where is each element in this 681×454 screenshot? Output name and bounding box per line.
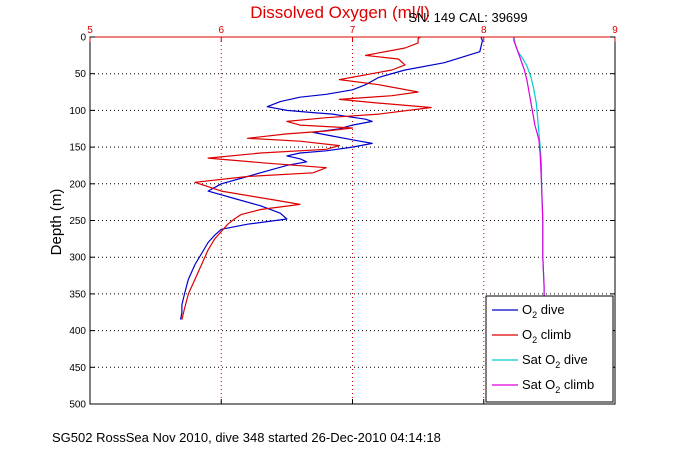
y-axis-label: Depth (m): [48, 189, 65, 256]
legend-box: [485, 295, 614, 403]
y-tick-label: 150: [69, 143, 86, 154]
y-tick-label: 350: [69, 289, 86, 300]
y-tick-label: 0: [80, 33, 86, 44]
chart-title: Dissolved Oxygen (ml/l): [250, 3, 430, 22]
legend-label: Sat O2 climb: [522, 377, 594, 395]
legend: O2 dive O2 climb Sat O2 dive Sat O2 climb: [485, 295, 614, 403]
y-tick-label: 100: [69, 106, 86, 117]
series-line-4: [513, 37, 546, 320]
x-ticks: 5 6 7 8 9: [87, 25, 618, 404]
y-tick-label: 200: [69, 179, 86, 190]
y-tick-label: 50: [75, 69, 87, 80]
x-tick-label: 5: [87, 25, 93, 36]
x-tick-label: 8: [481, 25, 487, 36]
y-tick-label: 450: [69, 363, 86, 374]
legend-label: O2 dive: [522, 302, 565, 320]
series-line-1: [180, 36, 483, 320]
x-tick-label: 7: [350, 25, 356, 36]
y-tick-label: 500: [69, 400, 86, 411]
y-tick-label: 400: [69, 326, 86, 337]
series-line-2: [181, 36, 432, 320]
x-tick-label: 6: [218, 25, 224, 36]
legend-label: Sat O2 dive: [522, 352, 588, 370]
legend-label: O2 climb: [522, 327, 571, 345]
y-tick-label: 300: [69, 253, 86, 264]
y-tick-label: 250: [69, 216, 86, 227]
figure-footer: SG502 RossSea Nov 2010, dive 348 started…: [52, 430, 441, 445]
chart-subtitle: SN: 149 CAL: 39699: [408, 10, 527, 25]
y-ticks: 0 50 100 150 200 250 300 350 400 450 500: [69, 33, 615, 411]
series-group: [180, 36, 546, 320]
x-tick-label: 9: [612, 25, 618, 36]
